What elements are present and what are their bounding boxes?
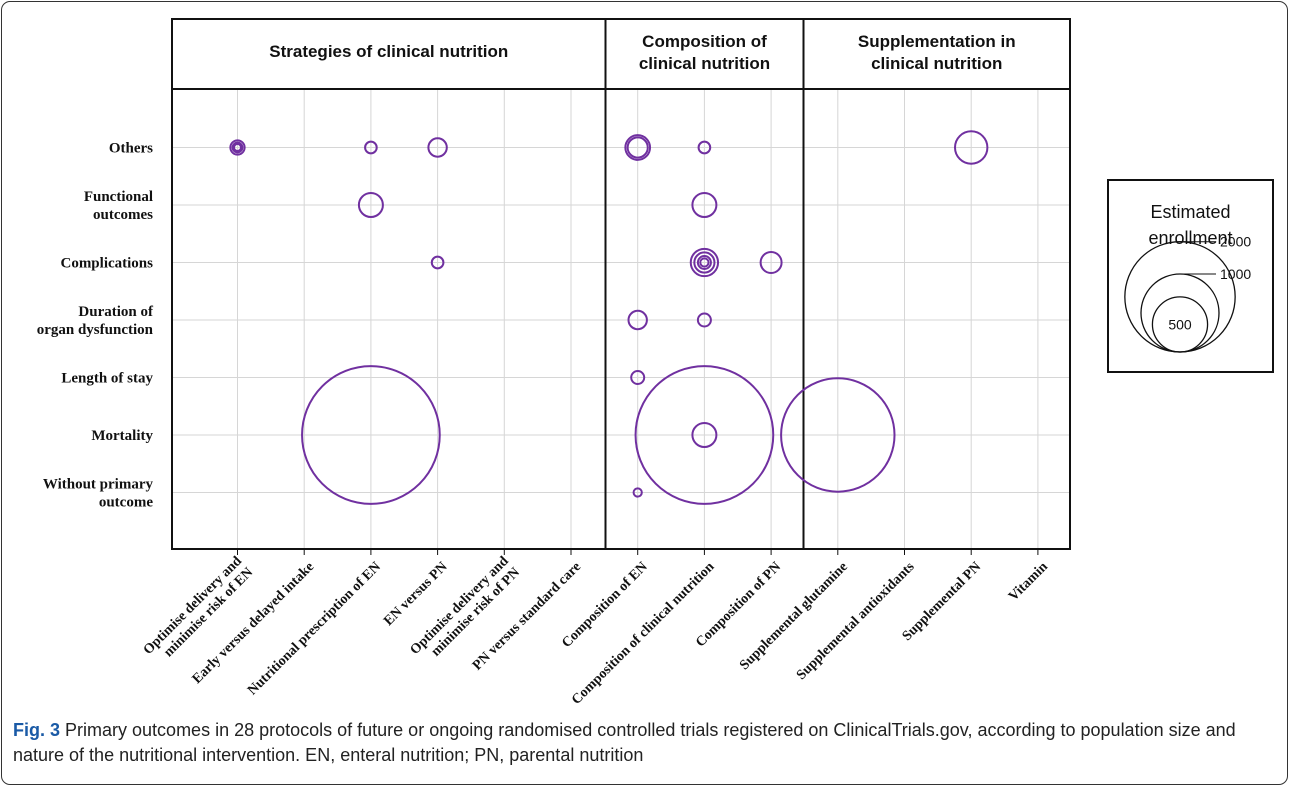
section-title: Supplementation in [858, 32, 1016, 51]
bubble [626, 136, 649, 159]
bubble [357, 192, 384, 218]
section-title: Strategies of clinical nutrition [269, 42, 508, 61]
figure-label: Fig. 3 [13, 720, 61, 740]
section-title: clinical nutrition [639, 54, 770, 73]
bubble [699, 257, 710, 268]
x-axis-label: Composition of clinical nutrition [569, 559, 718, 708]
bubble [627, 309, 648, 331]
bubble [301, 365, 441, 505]
bubble [691, 192, 718, 218]
legend-value: 1000 [1220, 266, 1251, 282]
bubble [624, 134, 652, 161]
y-axis-label: Mortality [91, 428, 153, 444]
bubble [693, 251, 716, 274]
bubble [231, 141, 244, 154]
bubble [696, 312, 712, 328]
y-axis-label: Without primary [43, 477, 154, 493]
figure-caption: Fig. 3 Primary outcomes in 28 protocols … [13, 718, 1273, 768]
bubble [954, 130, 989, 165]
bubble [630, 369, 646, 386]
x-axis-label: Vitamin [1006, 559, 1051, 604]
caption-text: Primary outcomes in 28 protocols of futu… [13, 720, 1236, 765]
y-axis-label: outcomes [93, 207, 153, 223]
legend-circle [1151, 296, 1209, 353]
y-axis-label: outcome [99, 495, 153, 511]
bubble [696, 254, 712, 271]
x-axis-label: Supplemental glutamine [737, 559, 851, 673]
bubble [233, 143, 242, 152]
bubble [430, 255, 445, 270]
bubble [364, 140, 378, 155]
bubble [691, 422, 718, 448]
legend-value: 2000 [1220, 234, 1251, 250]
y-axis-label: Duration of [78, 304, 154, 320]
bubble [229, 139, 246, 156]
x-axis-label: Supplemental antioxidants [794, 559, 918, 683]
y-axis-label: Functional [84, 189, 153, 205]
section-title: clinical nutrition [871, 54, 1002, 73]
y-axis-label: organ dysfunction [37, 322, 154, 338]
bubble [780, 377, 896, 493]
section-title: Composition of [642, 32, 767, 51]
plot-frame [171, 18, 1071, 550]
bubble [427, 137, 448, 158]
y-axis-label: Length of stay [61, 371, 153, 387]
bubble [632, 487, 643, 498]
bubble [689, 247, 720, 278]
legend-title: Estimated [1150, 202, 1230, 222]
bubble [634, 365, 775, 505]
legend-value: 500 [1168, 316, 1192, 332]
x-axis-label: Nutritional prescription of EN [245, 559, 384, 698]
y-axis-label: Others [109, 141, 153, 157]
y-axis-label: Complications [60, 256, 153, 272]
bubble [697, 140, 712, 155]
bubble [759, 251, 783, 274]
